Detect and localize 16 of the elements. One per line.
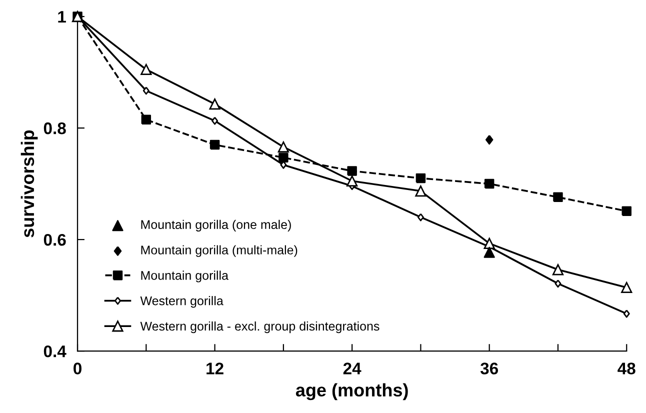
- x-tick-label: 36: [480, 362, 498, 374]
- x-axis-title: age (months): [296, 383, 408, 400]
- y-tick-label: 0.8: [44, 122, 66, 134]
- y-tick-label: 1: [58, 11, 66, 23]
- legend-label: Mountain gorilla (multi-male): [141, 245, 298, 257]
- y-tick-label: 0.6: [44, 234, 66, 246]
- y-axis-title: survivorship: [20, 130, 38, 238]
- legend-label: Mountain gorilla: [141, 270, 228, 282]
- x-tick-label: 48: [618, 362, 636, 374]
- legend-label: Western gorilla - excl. group disintegrations: [140, 321, 380, 334]
- y-tick-label: 0.4: [44, 345, 66, 358]
- x-tick-label: 12: [206, 362, 224, 374]
- legend-label: Mountain gorilla (one male): [141, 220, 291, 232]
- x-tick-label: 0: [74, 362, 82, 374]
- legend-label: Western gorilla: [140, 296, 224, 308]
- x-tick-label: 24: [343, 362, 362, 374]
